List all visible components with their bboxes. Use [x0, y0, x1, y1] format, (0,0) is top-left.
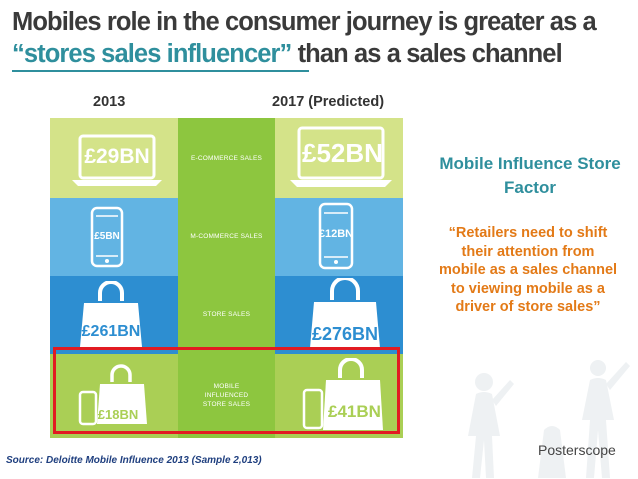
year-2013-label: 2013: [93, 94, 126, 110]
laptop-icon: [290, 126, 392, 187]
store-2013-value: £261BN: [81, 323, 141, 340]
shopping-bag-icon: [80, 281, 142, 347]
sidebar-heading: Mobile Influence Store Factor: [439, 154, 621, 197]
bag-with-phone-icon: [78, 364, 147, 426]
title-highlight: “stores sales influencer”: [12, 40, 292, 68]
row-label-store: STORE SALES: [202, 311, 251, 318]
store-mid: [178, 276, 275, 354]
laptop-icon: [72, 134, 162, 186]
shopping-bag-icon: [310, 278, 380, 348]
bag-with-phone-icon: [302, 358, 383, 430]
page-title: Mobiles role in the consumer journey is …: [12, 6, 632, 70]
row-label-ecommerce: E-COMMERCE SALES: [190, 155, 263, 162]
row-label-mobile-influenced: MOBILE INFLUENCED STORE SALES: [202, 383, 251, 408]
source-caption: Source: Deloitte Mobile Influence 2013 (…: [6, 455, 262, 466]
ecommerce-mid: [178, 118, 275, 198]
sales-infographic: E-COMMERCE SALES M-COMMERCE SALES STORE …: [50, 118, 403, 438]
posterscope-logo: Posterscope: [538, 442, 616, 458]
title-underline: [12, 70, 309, 72]
silhouette-figures-image: [468, 360, 630, 478]
title-line-2: “stores sales influencer” than as a sale…: [12, 38, 632, 70]
mcommerce-mid: [178, 198, 275, 276]
mcommerce-2013-value: £5BN: [94, 231, 120, 242]
year-2017-label: 2017 (Predicted): [272, 94, 385, 110]
mobile-influenced-mid: [178, 354, 275, 438]
mobile-influenced-2013-value: £18BN: [97, 407, 139, 422]
highlight-box: [53, 347, 400, 434]
smartphone-icon: [318, 202, 354, 270]
smartphone-icon: [90, 206, 124, 268]
sidebar-quote: “Retailers need to shift their attention…: [438, 225, 618, 315]
title-line-1: Mobiles role in the consumer journey is …: [12, 8, 597, 36]
row-label-mcommerce: M-COMMERCE SALES: [190, 233, 263, 240]
mobile-influenced-2017-value: £41BN: [328, 402, 381, 421]
title-rest: than as a sales channel: [291, 40, 563, 68]
store-2017-value: £276BN: [311, 324, 379, 344]
ecommerce-2013-value: £29BN: [84, 145, 150, 168]
ecommerce-2017-value: £52BN: [302, 138, 383, 168]
mcommerce-2017-value: £12BN: [318, 228, 354, 240]
